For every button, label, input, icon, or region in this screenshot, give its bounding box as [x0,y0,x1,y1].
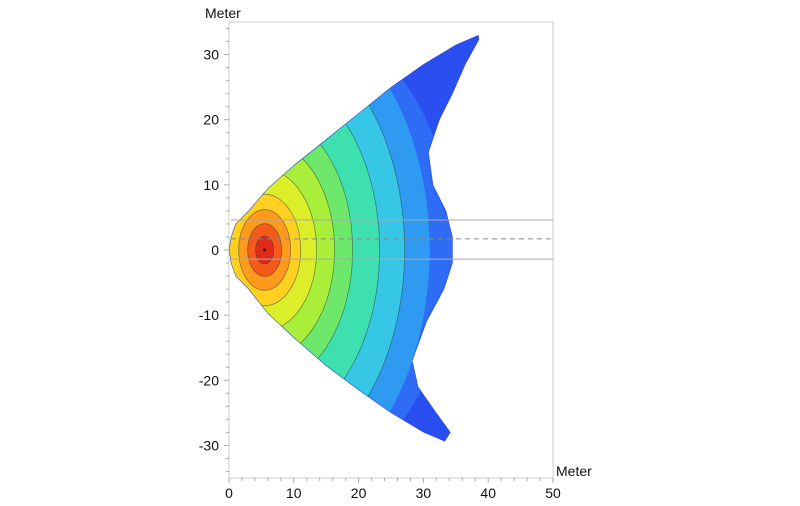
y-tick-label: 30 [203,47,219,63]
y-tick-label: 10 [203,177,219,193]
x-tick-label: 0 [225,485,233,501]
x-tick-label: 30 [416,485,432,501]
x-tick-label: 50 [545,485,561,501]
x-tick-label: 20 [351,485,367,501]
x-tick-label: 10 [286,485,302,501]
x-tick-label: 40 [480,485,496,501]
y-tick-label: 0 [211,242,219,258]
peak-marker [263,248,267,252]
y-tick-label: 20 [203,112,219,128]
axes: 0 10 20 30 40 50 30 20 10 0 -10 -20 -30 [199,28,561,501]
y-axis-label: Meter [205,5,241,21]
y-tick-label: -20 [199,372,219,388]
reference-lines [230,219,553,260]
y-tick-label: -10 [199,307,219,323]
y-tick-label: -30 [199,437,219,453]
contour-layers [229,35,480,442]
x-axis-label: Meter [556,463,592,479]
